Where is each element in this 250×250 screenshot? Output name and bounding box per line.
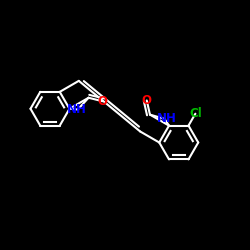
Text: O: O — [98, 95, 108, 108]
Text: O: O — [142, 94, 152, 107]
Text: Cl: Cl — [189, 107, 202, 120]
Text: NH: NH — [66, 103, 86, 116]
Text: NH: NH — [157, 112, 177, 125]
